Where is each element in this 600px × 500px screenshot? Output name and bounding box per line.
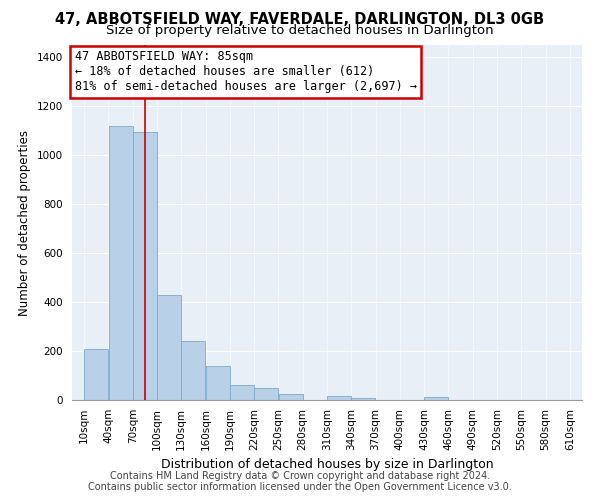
Bar: [327, 396, 351, 400]
Bar: [254, 388, 278, 400]
Bar: [85, 348, 108, 400]
Text: 47, ABBOTSFIELD WAY, FAVERDALE, DARLINGTON, DL3 0GB: 47, ABBOTSFIELD WAY, FAVERDALE, DARLINGT…: [55, 12, 545, 28]
Bar: [181, 341, 205, 400]
Bar: [352, 398, 376, 400]
Bar: [109, 126, 133, 400]
Bar: [424, 397, 448, 400]
Bar: [230, 386, 254, 400]
Bar: [133, 132, 157, 400]
X-axis label: Distribution of detached houses by size in Darlington: Distribution of detached houses by size …: [161, 458, 493, 471]
Text: Size of property relative to detached houses in Darlington: Size of property relative to detached ho…: [106, 24, 494, 37]
Bar: [206, 366, 230, 400]
Bar: [278, 394, 302, 400]
Text: 47 ABBOTSFIELD WAY: 85sqm
← 18% of detached houses are smaller (612)
81% of semi: 47 ABBOTSFIELD WAY: 85sqm ← 18% of detac…: [74, 50, 416, 94]
Y-axis label: Number of detached properties: Number of detached properties: [18, 130, 31, 316]
Text: Contains HM Land Registry data © Crown copyright and database right 2024.
Contai: Contains HM Land Registry data © Crown c…: [88, 471, 512, 492]
Bar: [157, 294, 181, 400]
